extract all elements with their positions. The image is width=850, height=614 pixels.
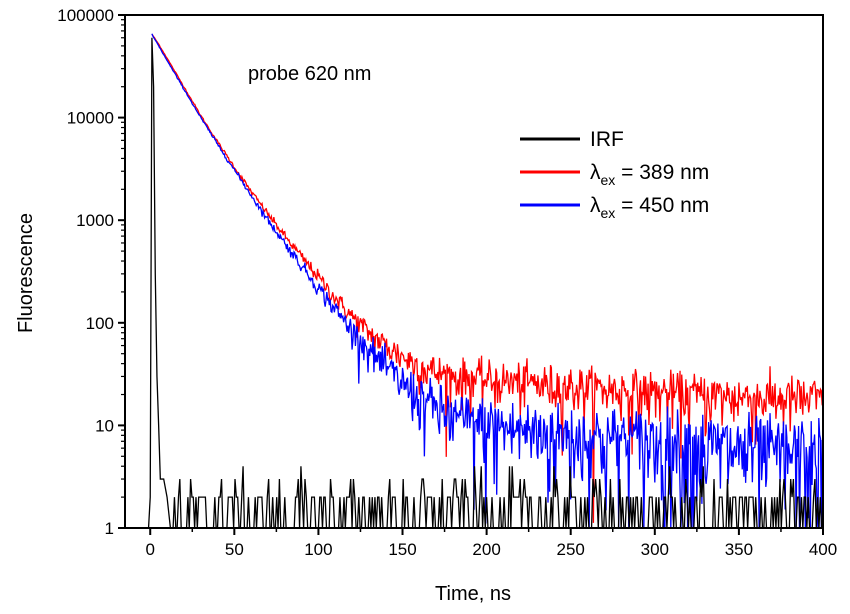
x-tick-label: 250 [557, 540, 585, 559]
legend-value-450: = 450 nm [615, 194, 709, 217]
legend-lambda-389: λ [590, 161, 601, 184]
y-tick-label: 100000 [57, 6, 114, 25]
x-tick-label: 50 [225, 540, 244, 559]
legend-subscript-450: ex [601, 205, 616, 221]
x-tick-label: 400 [809, 540, 837, 559]
y-tick-label: 10 [95, 416, 114, 435]
axes: 0 50 100 150 200 250 300 350 400 1 10 100 1000 10000 1… [57, 6, 837, 559]
legend: IRF λex = 389 nm λex = 450 nm [520, 128, 709, 221]
plot-frame [124, 14, 824, 529]
x-tick-label: 300 [641, 540, 669, 559]
x-tick-label: 200 [472, 540, 500, 559]
x-tick-label: 100 [304, 540, 332, 559]
x-axis-title: Time, ns [435, 583, 511, 605]
x-tick-label: 350 [725, 540, 753, 559]
y-axis-title: Fluorescence [15, 213, 37, 333]
legend-label-irf: IRF [590, 128, 624, 151]
y-tick-label: 10000 [67, 109, 114, 128]
legend-value-389: = 389 nm [615, 161, 709, 184]
legend-subscript-389: ex [601, 172, 616, 188]
x-tick-label: 0 [145, 540, 154, 559]
y-tick-label: 100 [86, 314, 114, 333]
legend-label-389: λex = 389 nm [590, 161, 709, 188]
legend-label-450: λex = 450 nm [590, 194, 709, 221]
legend-lambda-450: λ [590, 194, 601, 217]
series-line--ex-450-nm [151, 33, 824, 530]
data-traces [147, 33, 824, 530]
y-tick-label: 1 [105, 519, 114, 538]
probe-annotation: probe 620 nm [248, 63, 371, 85]
y-tick-label: 1000 [76, 211, 114, 230]
x-tick-label: 150 [388, 540, 416, 559]
series-line--ex-389-nm [151, 33, 824, 523]
